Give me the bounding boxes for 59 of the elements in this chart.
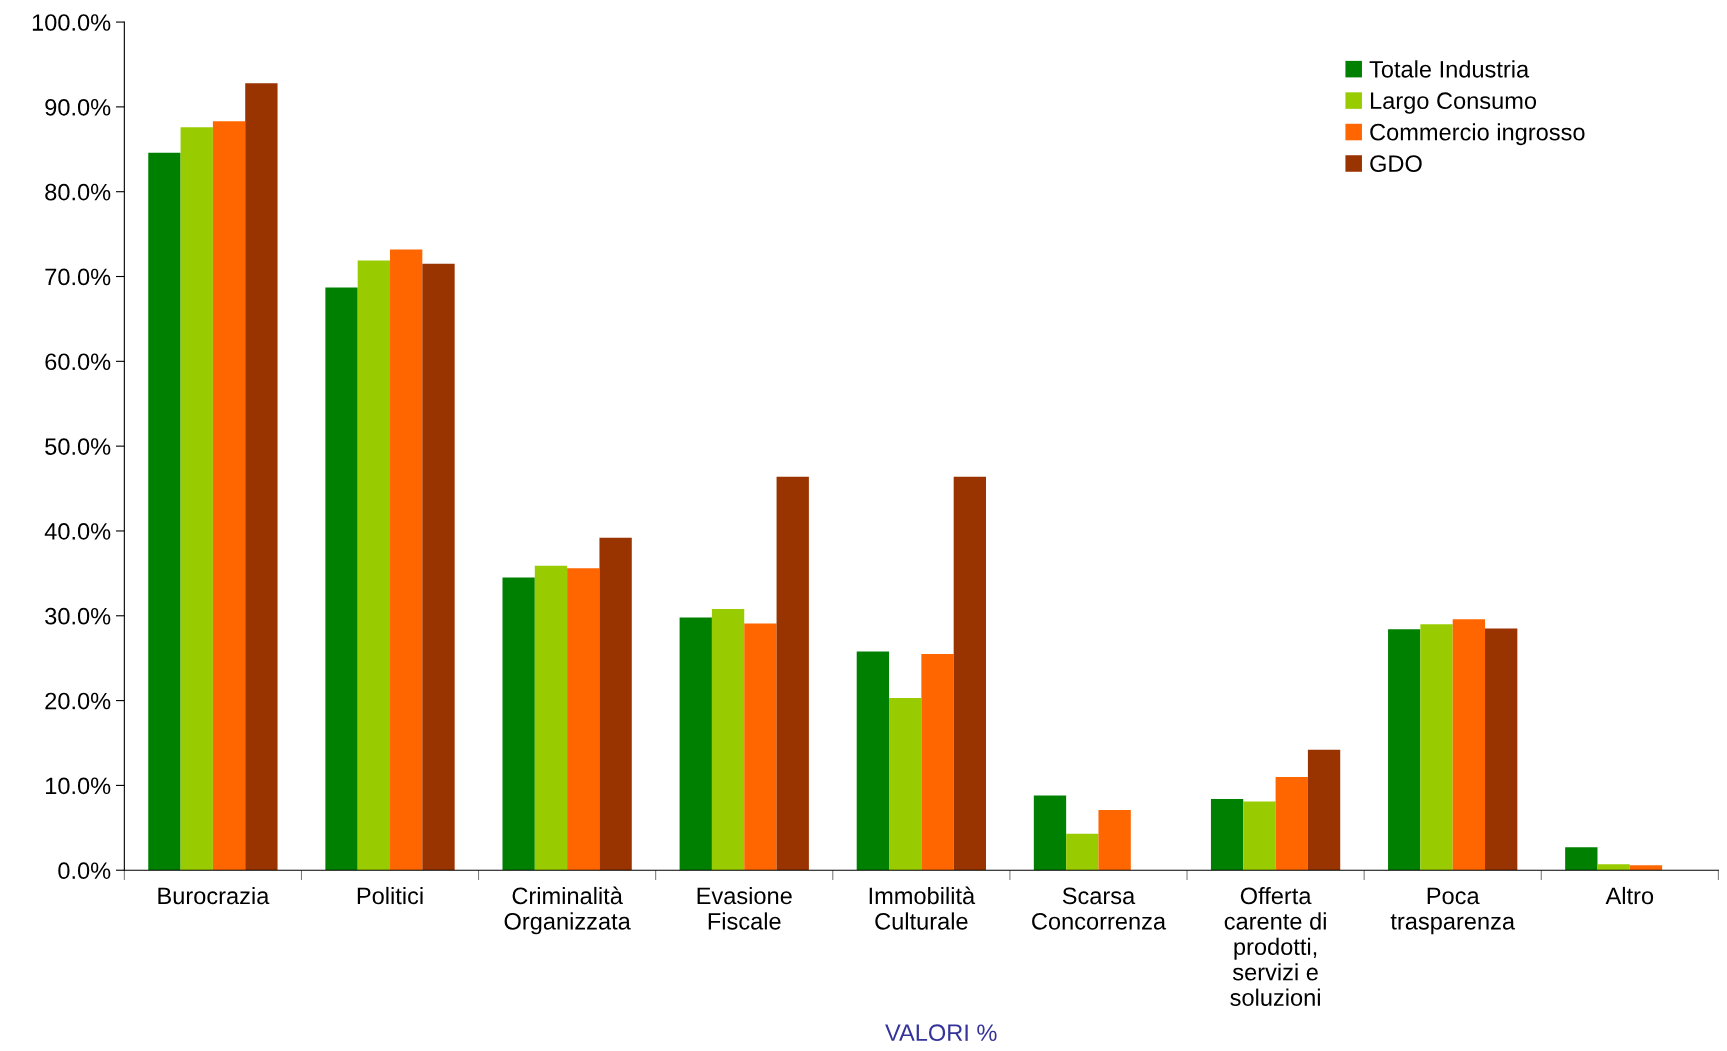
y-tick-label: 50.0% bbox=[45, 438, 111, 455]
bar bbox=[1452, 619, 1486, 871]
x-tick-label: Politici bbox=[357, 886, 423, 905]
bar bbox=[1275, 776, 1308, 871]
bar bbox=[921, 653, 954, 871]
bar bbox=[325, 287, 358, 871]
y-tick-label: 100.0% bbox=[32, 14, 111, 31]
bar bbox=[1033, 795, 1067, 871]
bar bbox=[180, 127, 213, 871]
bar bbox=[776, 476, 809, 871]
bar bbox=[390, 249, 423, 871]
bar bbox=[1098, 810, 1131, 871]
x-tick-label: Criminalità Organizzata bbox=[504, 886, 631, 935]
y-tick-label: 30.0% bbox=[45, 607, 111, 625]
legend-label: GDO bbox=[1370, 155, 1422, 172]
bar bbox=[567, 568, 600, 871]
x-tick-label: Evasione Fiscale bbox=[697, 886, 792, 930]
bar bbox=[357, 260, 391, 871]
y-tick-label: 0.0% bbox=[58, 862, 111, 880]
bar bbox=[534, 565, 568, 871]
x-tick-label: Burocrazia bbox=[158, 886, 270, 905]
text: VALORI % bbox=[885, 1024, 997, 1042]
bar bbox=[1485, 628, 1518, 871]
y-tick-label: 40.0% bbox=[44, 523, 111, 540]
y-tick-label: 90.0% bbox=[45, 98, 111, 116]
bar bbox=[1597, 864, 1630, 871]
y-tick-label: 80.0% bbox=[45, 183, 111, 201]
bar bbox=[212, 121, 246, 871]
bar bbox=[679, 617, 712, 871]
x-tick-label: Poca trasparenza bbox=[1390, 887, 1516, 935]
bar bbox=[245, 83, 278, 871]
legend-label: Totale Industria bbox=[1369, 60, 1530, 78]
bar bbox=[422, 263, 455, 871]
legend-label: Largo Consumo bbox=[1370, 92, 1537, 114]
y-tick-label: 70.0% bbox=[45, 268, 111, 286]
bar bbox=[1420, 624, 1453, 871]
bar bbox=[1565, 847, 1598, 871]
y-tick-label: 60.0% bbox=[45, 353, 111, 371]
bar bbox=[1629, 865, 1663, 871]
y-tick-label: 20.0% bbox=[45, 692, 111, 710]
x-tick-label: Immobilità Culturale bbox=[869, 886, 976, 930]
bar bbox=[744, 623, 777, 871]
bar bbox=[1210, 798, 1244, 871]
bar bbox=[856, 651, 890, 871]
bar bbox=[889, 698, 922, 871]
x-tick-label: Scarsa Concorrenza bbox=[1032, 887, 1167, 930]
bar bbox=[1307, 749, 1341, 871]
bar bbox=[148, 152, 181, 871]
x-tick-label: Altro bbox=[1605, 886, 1654, 905]
bar bbox=[502, 577, 535, 871]
bar bbox=[599, 537, 632, 871]
bar bbox=[1066, 833, 1099, 871]
bar bbox=[1388, 629, 1421, 871]
bar bbox=[1243, 801, 1276, 871]
legend-label: Commercio ingrosso bbox=[1370, 123, 1585, 146]
bar bbox=[711, 609, 745, 871]
x-tick-label: Offerta carente di prodotti, servizi e soluzioni bbox=[1224, 886, 1326, 1006]
y-tick-label: 10.0% bbox=[46, 777, 111, 795]
bar bbox=[953, 476, 986, 871]
